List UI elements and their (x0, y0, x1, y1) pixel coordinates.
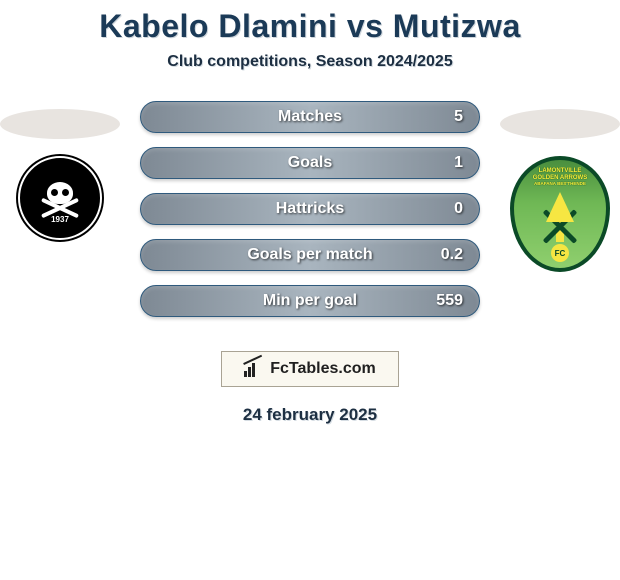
stat-label: Min per goal (197, 292, 423, 310)
right-club-badge: LAMONTVILLE GOLDEN ARROWS ABAFANA BES'TH… (500, 156, 620, 272)
stat-row-min-per-goal: Min per goal 559 (140, 285, 480, 317)
arrow-up-icon (546, 192, 574, 222)
stat-right-value: 0 (423, 200, 463, 218)
golden-arrows-badge-icon: LAMONTVILLE GOLDEN ARROWS ABAFANA BES'TH… (510, 156, 610, 272)
stat-row-matches: Matches 5 (140, 101, 480, 133)
stat-right-value: 559 (423, 292, 463, 310)
stats-list: Matches 5 Goals 1 Hattricks 0 Goals per … (140, 101, 480, 317)
brand-text: FcTables.com (270, 360, 376, 378)
left-club-badge: 1937 (0, 156, 120, 240)
stat-row-goals-per-match: Goals per match 0.2 (140, 239, 480, 271)
badge-text: LAMONTVILLE GOLDEN ARROWS ABAFANA BES'TH… (533, 168, 587, 188)
date-line: 24 february 2025 (243, 405, 377, 425)
left-ellipse (0, 109, 120, 139)
page-title: Kabelo Dlamini vs Mutizwa (0, 8, 620, 45)
stat-right-value: 1 (423, 154, 463, 172)
bar-chart-icon (244, 361, 264, 377)
stat-label: Goals per match (197, 246, 423, 264)
stat-row-goals: Goals 1 (140, 147, 480, 179)
orlando-pirates-badge-icon: 1937 (18, 156, 102, 240)
badge-year: 1937 (51, 215, 69, 224)
stat-right-value: 5 (423, 108, 463, 126)
skull-icon (40, 178, 80, 218)
brand-box: FcTables.com (221, 351, 399, 387)
right-ellipse (500, 109, 620, 139)
stat-label: Goals (197, 154, 423, 172)
fc-roundel: FC (551, 244, 569, 262)
stat-label: Hattricks (197, 200, 423, 218)
stat-label: Matches (197, 108, 423, 126)
page-subtitle: Club competitions, Season 2024/2025 (0, 53, 620, 71)
stat-right-value: 0.2 (423, 246, 463, 264)
comparison-row: 1937 LAMONTVILLE GOLDEN ARROWS ABAFANA B… (0, 101, 620, 331)
stat-row-hattricks: Hattricks 0 (140, 193, 480, 225)
